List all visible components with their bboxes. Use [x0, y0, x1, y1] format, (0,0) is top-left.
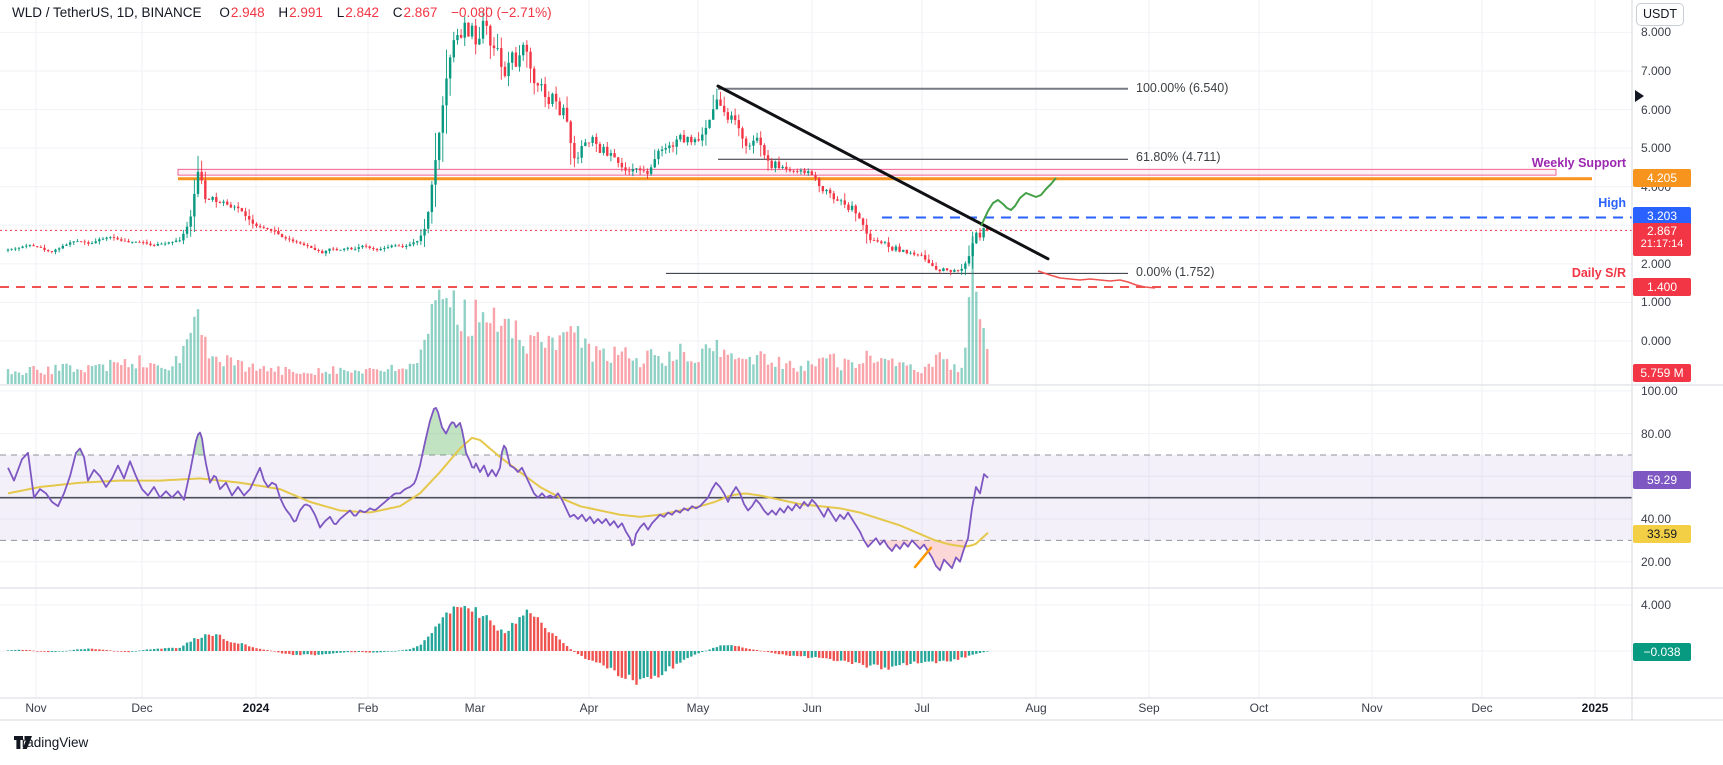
price-tick-label: 2.000	[1641, 257, 1672, 271]
rsi-tick-label: 20.00	[1641, 555, 1672, 569]
rsi-tick-label: 80.00	[1641, 427, 1672, 441]
time-axis-label: Aug	[1025, 701, 1047, 715]
price-label-daily-sr: 1.400	[1633, 278, 1691, 296]
ohlc-high-letter: H	[278, 5, 289, 20]
fib-label-0: 0.00% (1.752)	[1136, 265, 1215, 279]
symbol-header: WLD / TetherUS, 1D, BINANCE O2.948 H2.99…	[12, 5, 562, 20]
price-tick-label: 0.000	[1641, 334, 1672, 348]
price-tick-label: 7.000	[1641, 64, 1672, 78]
ohlc-low-letter: L	[336, 5, 345, 20]
price-scale-arrow-icon[interactable]	[1635, 90, 1644, 102]
price-label-macd: −0.038	[1633, 643, 1691, 661]
time-axis-label: Dec	[1471, 701, 1493, 715]
tradingview-logo-icon	[14, 736, 32, 749]
time-axis-label: Nov	[25, 701, 47, 715]
high-label: High	[1598, 196, 1626, 210]
price-label-weekly-support: 4.205	[1633, 169, 1691, 187]
symbol-title: WLD / TetherUS, 1D, BINANCE	[12, 5, 202, 20]
ohlc-open-letter: O	[219, 5, 230, 20]
bar-countdown: 21:17:14	[1640, 238, 1684, 250]
time-axis-label: Nov	[1361, 701, 1383, 715]
tradingview-logo-text: TradingView	[14, 735, 89, 750]
price-label-rsi-ma: 33.59	[1633, 525, 1691, 543]
price-tick-label: 5.000	[1641, 141, 1672, 155]
fib-label-100: 100.00% (6.540)	[1136, 81, 1229, 95]
time-axis-label: 2025	[1581, 701, 1609, 715]
tradingview-logo[interactable]: TradingView	[14, 735, 88, 750]
price-tick-label: 1.000	[1641, 295, 1672, 309]
time-axis-label: Apr	[579, 701, 599, 715]
price-label-volume: 5.759 M	[1633, 364, 1691, 382]
time-axis-label: May	[686, 701, 710, 715]
rsi-tick-label: 40.00	[1641, 512, 1672, 526]
price-label-high: 3.203	[1633, 207, 1691, 225]
price-tick-label: 8.000	[1641, 25, 1672, 39]
time-axis-label: Mar	[464, 701, 486, 715]
time-axis-label: Dec	[131, 701, 153, 715]
time-axis-label: 2024	[242, 701, 270, 715]
time-axis-label: Jul	[914, 701, 930, 715]
fib-label-618: 61.80% (4.711)	[1136, 150, 1221, 164]
ohlc-close-letter: C	[392, 5, 403, 20]
time-axis-label: Sep	[1138, 701, 1160, 715]
price-tick-label: 6.000	[1641, 103, 1672, 117]
price-change: −0.080 (−2.71%)	[451, 5, 552, 20]
price-label-rsi: 59.29	[1633, 471, 1691, 489]
last-price-value: 2.867	[1646, 224, 1678, 238]
currency-toggle-button[interactable]: USDT	[1636, 3, 1684, 26]
price-label-last: 2.867 21:17:14	[1633, 223, 1691, 256]
daily-sr-label: Daily S/R	[1571, 266, 1626, 280]
time-axis-label: Jun	[802, 701, 822, 715]
macd-tick-label: 4.000	[1641, 598, 1672, 612]
rsi-tick-label: 100.00	[1641, 384, 1678, 398]
ohlc-open-value: 2.948	[230, 5, 265, 20]
weekly-support-label: Weekly Support	[1531, 156, 1626, 170]
time-axis-label: Feb	[357, 701, 379, 715]
ohlc-close-value: 2.867	[403, 5, 438, 20]
time-axis-label: Oct	[1249, 701, 1269, 715]
ohlc-high-value: 2.991	[289, 5, 323, 20]
ohlc-low-value: 2.842	[345, 5, 380, 20]
